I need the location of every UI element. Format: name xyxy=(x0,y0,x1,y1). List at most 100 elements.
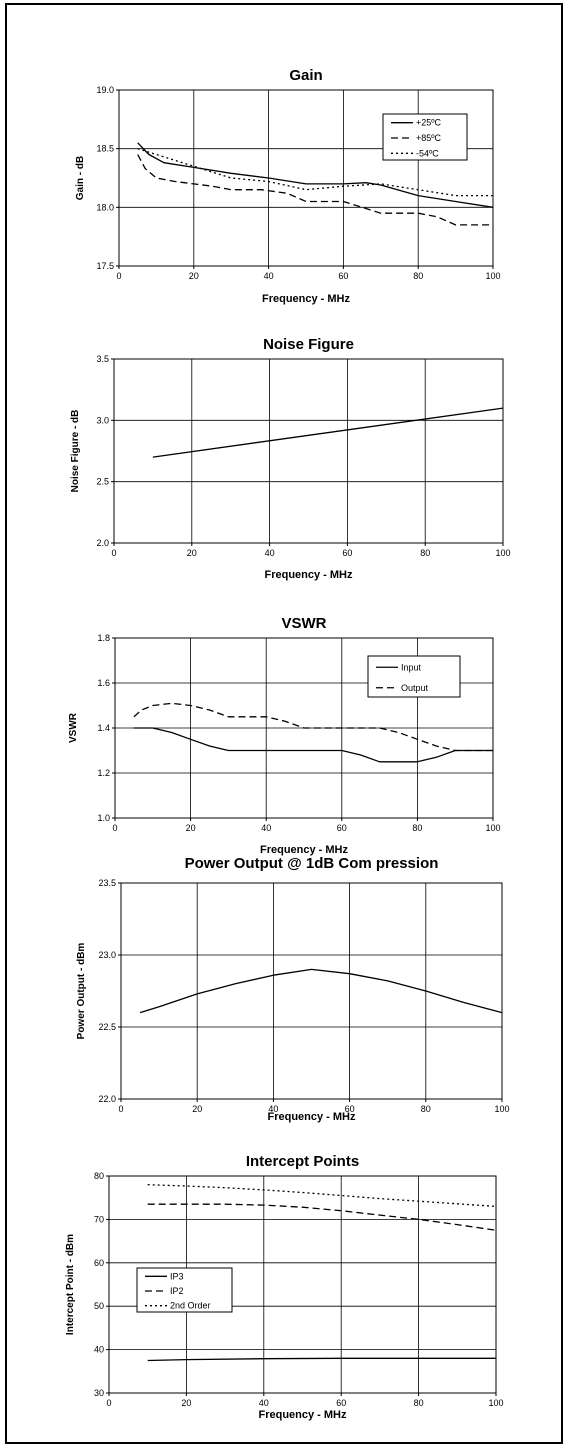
legend-box xyxy=(367,655,461,698)
x-tick-label: 100 xyxy=(488,1398,503,1408)
x-tick-label: 60 xyxy=(336,1398,346,1408)
y-axis-label: Gain - dB xyxy=(75,156,86,200)
y-tick-label: 80 xyxy=(94,1171,104,1181)
y-tick-label: 60 xyxy=(94,1258,104,1268)
y-axis-label: Power Output - dBm xyxy=(76,943,87,1040)
chart-3: VSWR 0 20 40 60 80 100 1.0 1.2 1.4 1.6 1.8 Frequency… xyxy=(68,615,501,856)
x-tick-label: 0 xyxy=(118,1104,123,1114)
x-tick-label: 40 xyxy=(265,548,275,558)
y-tick-label: 1.8 xyxy=(97,633,110,643)
legend: IP3 IP2 2nd Order xyxy=(136,1267,233,1313)
legend-label: Input xyxy=(401,662,422,672)
x-tick-label: 40 xyxy=(261,823,271,833)
legend-label: IP2 xyxy=(170,1286,184,1296)
x-axis-label: Frequency - MHz xyxy=(267,1111,356,1123)
x-tick-label: 20 xyxy=(186,823,196,833)
y-axis-label: Noise Figure - dB xyxy=(70,410,81,493)
x-tick-label: 0 xyxy=(106,1398,111,1408)
legend-label: IP3 xyxy=(170,1271,184,1281)
series-line-1 xyxy=(152,407,504,458)
y-tick-label: 18.5 xyxy=(96,144,114,154)
y-tick-label: 3.0 xyxy=(96,415,109,425)
x-tick-label: 20 xyxy=(181,1398,191,1408)
legend-box xyxy=(382,113,468,161)
y-tick-label: 1.2 xyxy=(97,768,110,778)
x-tick-label: 100 xyxy=(494,1104,509,1114)
x-tick-label: 0 xyxy=(112,823,117,833)
series-line-input xyxy=(133,727,493,763)
y-tick-label: 22.5 xyxy=(98,1022,116,1032)
series-line-ip3 xyxy=(147,1357,496,1362)
y-tick-label: 1.6 xyxy=(97,678,110,688)
plot-frame xyxy=(118,89,494,267)
legend: +25ºC +85ºC -54ºC xyxy=(382,113,468,161)
x-axis-label: Frequency - MHz xyxy=(260,844,349,856)
legend-box xyxy=(136,1267,233,1313)
legend-label: Output xyxy=(401,683,429,693)
x-tick-label: 0 xyxy=(111,548,116,558)
legend-label: -54ºC xyxy=(416,148,439,158)
x-tick-label: 100 xyxy=(485,271,500,281)
y-tick-label: 23.5 xyxy=(98,878,116,888)
y-tick-label: 18.0 xyxy=(96,202,114,212)
x-axis-label: Frequency - MHz xyxy=(264,569,353,581)
x-tick-label: 80 xyxy=(413,271,423,281)
chart-title: Gain xyxy=(289,67,322,84)
x-tick-label: 80 xyxy=(412,823,422,833)
x-tick-label: 60 xyxy=(337,823,347,833)
plot-frame xyxy=(113,358,504,544)
x-tick-label: 80 xyxy=(421,1104,431,1114)
y-tick-label: 30 xyxy=(94,1388,104,1398)
series-line--54-c xyxy=(137,148,493,197)
chart-1: Gain 0 20 40 60 80 100 17.5 18.0 18.5 19.0 Frequenc… xyxy=(75,67,501,305)
legend-label: +25ºC xyxy=(416,118,442,128)
y-tick-label: 3.5 xyxy=(96,354,109,364)
plot-frame xyxy=(120,882,503,1100)
y-axis-label: VSWR xyxy=(68,712,79,743)
chart-title: Intercept Points xyxy=(246,1153,359,1170)
legend-label: 2nd Order xyxy=(170,1301,211,1311)
y-tick-label: 2.0 xyxy=(96,538,109,548)
x-tick-label: 80 xyxy=(414,1398,424,1408)
y-tick-label: 1.4 xyxy=(97,723,110,733)
y-tick-label: 17.5 xyxy=(96,261,114,271)
y-axis-label: Intercept Point - dBm xyxy=(65,1234,76,1335)
chart-title: VSWR xyxy=(282,615,327,632)
series-line-ip2 xyxy=(147,1203,497,1231)
legend-label: +85ºC xyxy=(416,133,442,143)
y-tick-label: 40 xyxy=(94,1345,104,1355)
x-tick-label: 60 xyxy=(342,548,352,558)
y-tick-label: 1.0 xyxy=(97,813,110,823)
x-tick-label: 40 xyxy=(264,271,274,281)
x-tick-label: 0 xyxy=(116,271,121,281)
x-tick-label: 80 xyxy=(420,548,430,558)
y-tick-label: 23.0 xyxy=(98,950,116,960)
series-line--25-c xyxy=(137,142,494,208)
x-tick-label: 100 xyxy=(485,823,500,833)
x-tick-label: 60 xyxy=(345,1104,355,1114)
y-tick-label: 19.0 xyxy=(96,85,114,95)
x-axis-label: Frequency - MHz xyxy=(262,293,351,305)
plot-frame xyxy=(108,1175,497,1394)
chart-2: Noise Figure 0 20 40 60 80 100 2.0 2.5 3.0 3.5 Freq… xyxy=(70,336,511,581)
series-line-2nd-order xyxy=(147,1184,497,1208)
chart-title: Power Output @ 1dB Com pression xyxy=(185,855,439,872)
y-tick-label: 70 xyxy=(94,1214,104,1224)
plot-area xyxy=(121,883,502,1099)
plot-area xyxy=(114,359,503,543)
series-line--85-c xyxy=(137,154,493,226)
x-tick-label: 20 xyxy=(189,271,199,281)
x-tick-label: 100 xyxy=(495,548,510,558)
x-axis-label: Frequency - MHz xyxy=(258,1409,347,1421)
chart-4: Power Output @ 1dB Com pression 0 20 40 60 80… xyxy=(76,855,510,1123)
x-tick-label: 20 xyxy=(192,1104,202,1114)
series-line-1 xyxy=(139,968,503,1014)
chart-title: Noise Figure xyxy=(263,336,354,353)
y-tick-label: 22.0 xyxy=(98,1094,116,1104)
chart-5: Intercept Points 0 20 40 60 80 100 30 40 50 60 70 80… xyxy=(65,1153,504,1421)
x-tick-label: 60 xyxy=(338,271,348,281)
x-tick-label: 40 xyxy=(259,1398,269,1408)
legend: Input Output xyxy=(367,655,461,698)
y-tick-label: 50 xyxy=(94,1301,104,1311)
